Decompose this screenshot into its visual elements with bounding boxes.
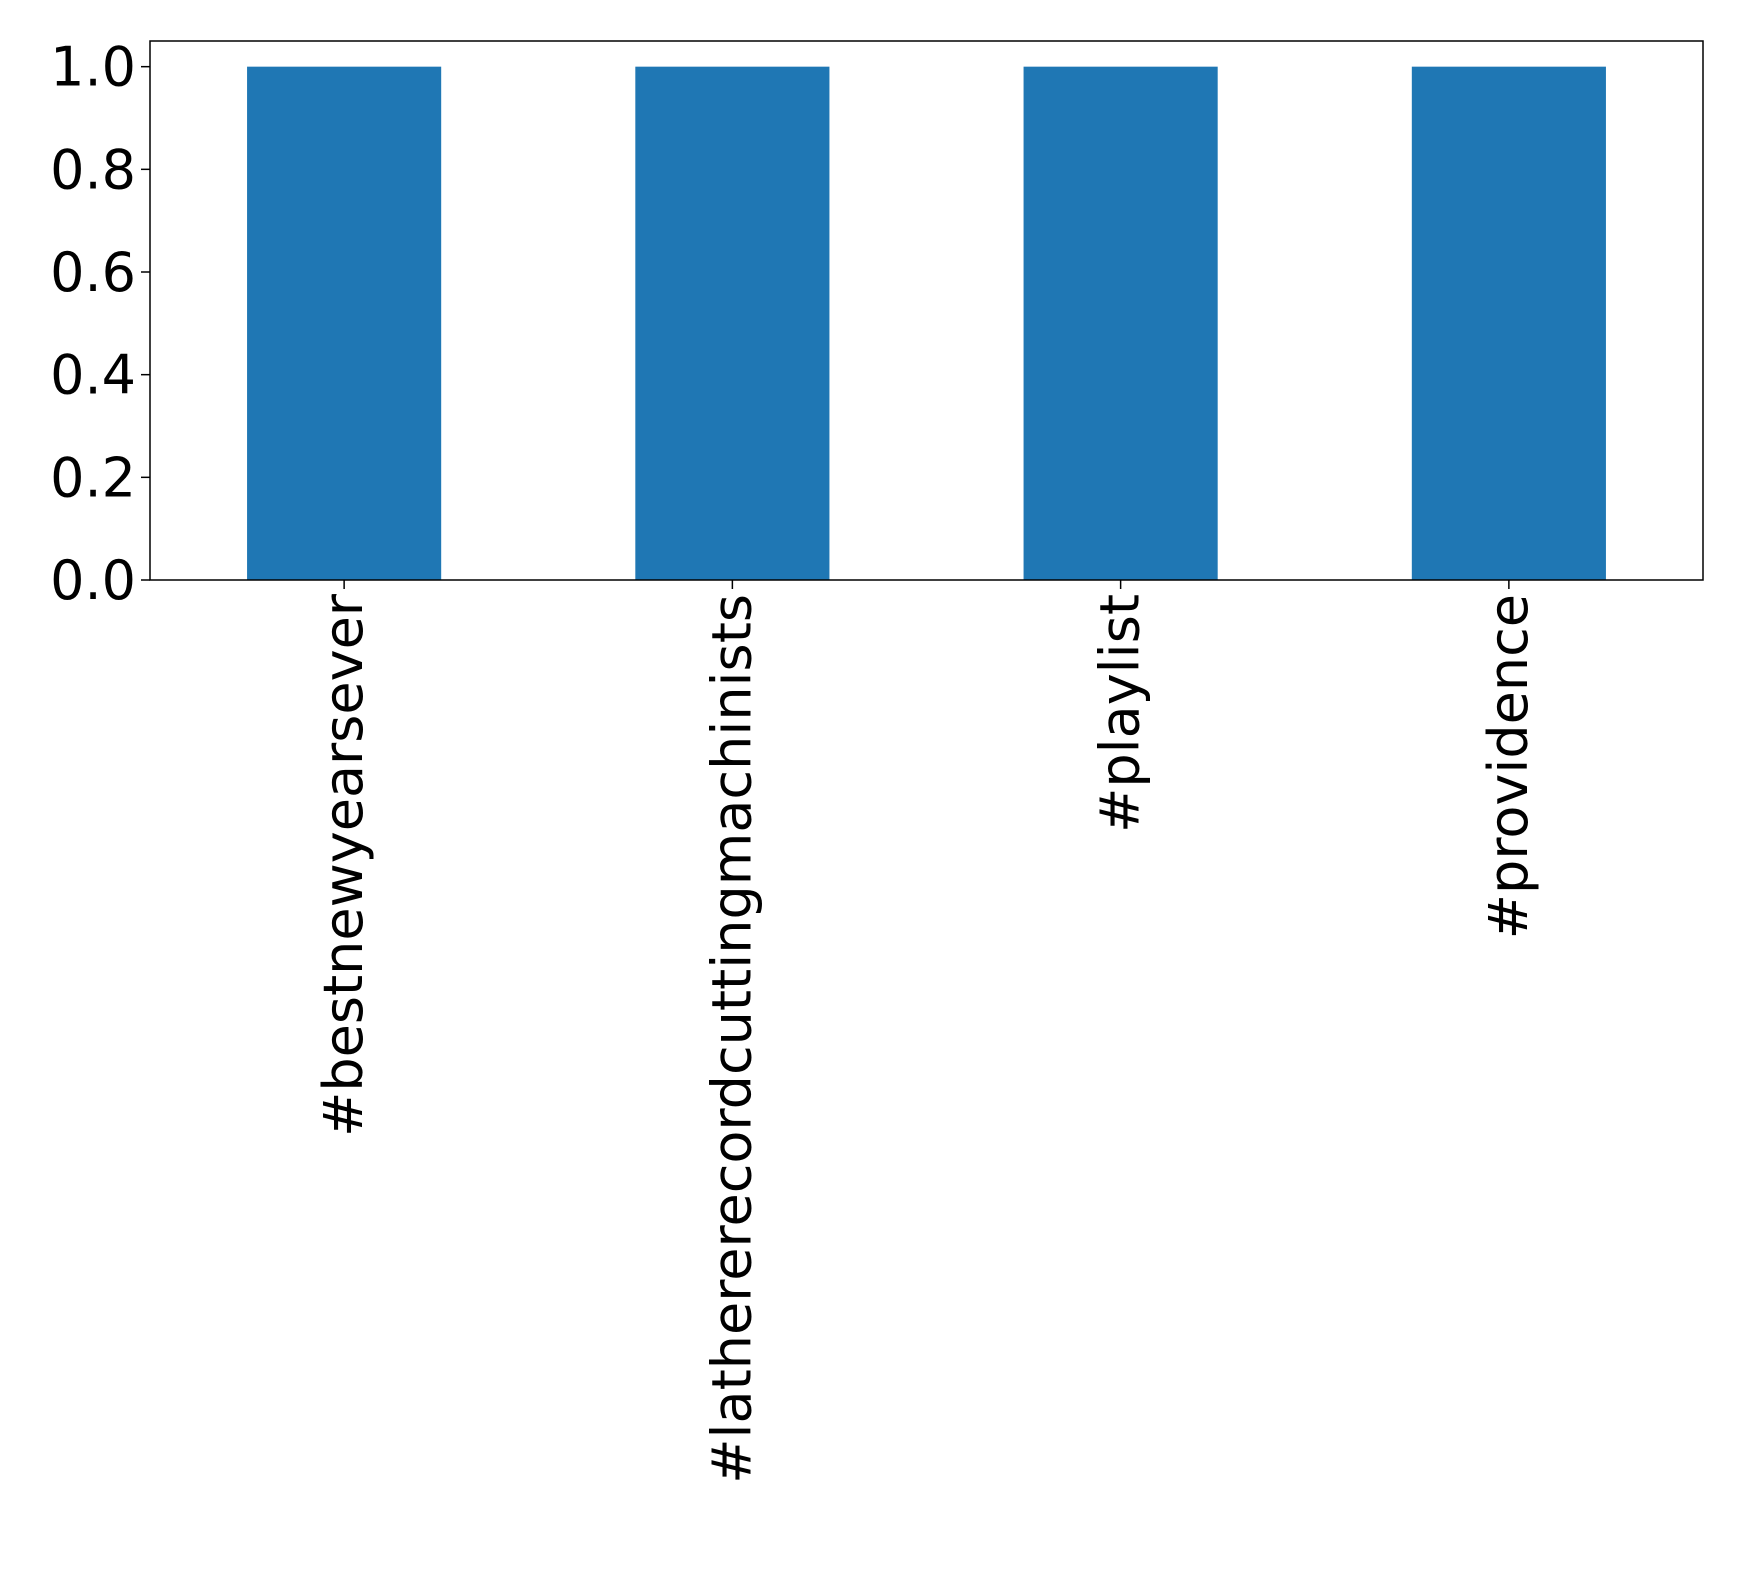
y-tick-label: 0.4 — [50, 344, 136, 407]
bars-group — [247, 66, 1606, 580]
y-tick-label: 0.8 — [50, 138, 136, 201]
x-tick-label: #lathererecordcuttingmachinists — [700, 594, 763, 1484]
plot-frame — [149, 40, 1704, 581]
y-tick-label: 1.0 — [50, 36, 136, 99]
y-tick-label: 0.6 — [50, 241, 136, 304]
x-tick-label: #providence — [1477, 594, 1540, 939]
bar-1 — [635, 66, 830, 580]
y-axis: 0.0 0.2 0.4 0.6 0.8 1.0 — [50, 36, 150, 612]
x-axis: #bestnewyearsever #lathererecordcuttingma… — [312, 580, 1540, 1484]
bar-3 — [1411, 66, 1606, 580]
bar-2 — [1023, 66, 1218, 580]
x-tick-label: #bestnewyearsever — [312, 593, 375, 1137]
y-tick-label: 0.0 — [50, 549, 136, 612]
x-tick-label: #playlist — [1089, 594, 1152, 833]
bar-0 — [247, 66, 442, 580]
y-tick-label: 0.2 — [50, 446, 136, 509]
